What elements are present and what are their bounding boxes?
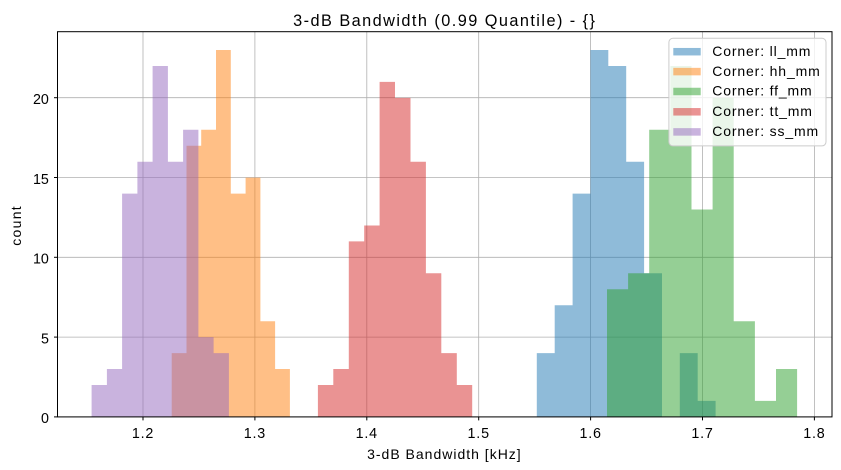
svg-text:10: 10 xyxy=(33,252,49,268)
svg-text:1.6: 1.6 xyxy=(579,426,601,442)
svg-text:20: 20 xyxy=(33,92,49,108)
svg-text:1.7: 1.7 xyxy=(691,426,713,442)
svg-text:Corner: ll_mm: Corner: ll_mm xyxy=(712,43,811,59)
svg-text:0: 0 xyxy=(41,411,49,427)
svg-text:1.3: 1.3 xyxy=(244,426,266,442)
svg-text:Corner: hh_mm: Corner: hh_mm xyxy=(712,63,820,79)
svg-text:15: 15 xyxy=(33,172,49,188)
svg-text:1.5: 1.5 xyxy=(468,426,490,442)
svg-text:1.4: 1.4 xyxy=(356,426,378,442)
svg-text:Corner: ss_mm: Corner: ss_mm xyxy=(712,123,819,139)
svg-text:1.2: 1.2 xyxy=(132,426,154,442)
svg-text:3-dB Bandwidth [kHz]: 3-dB Bandwidth [kHz] xyxy=(367,446,522,462)
svg-text:Corner: ff_mm: Corner: ff_mm xyxy=(712,83,812,99)
svg-text:1.8: 1.8 xyxy=(803,426,825,442)
svg-text:count: count xyxy=(8,205,24,246)
svg-text:3-dB Bandwidth (0.99 Quantile): 3-dB Bandwidth (0.99 Quantile) - {} xyxy=(293,12,596,30)
svg-text:5: 5 xyxy=(41,331,49,347)
svg-text:Corner: tt_mm: Corner: tt_mm xyxy=(712,103,813,119)
